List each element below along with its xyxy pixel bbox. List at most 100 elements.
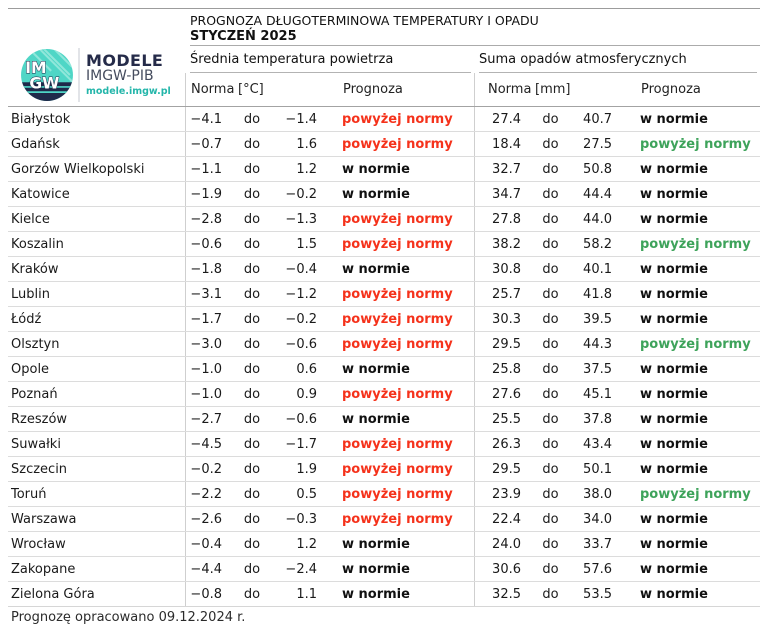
city-cell: Białystok — [11, 111, 71, 127]
precip-norma-high-cell: 34.0 — [583, 511, 612, 527]
temp-norma-high-cell: −0.2 — [285, 311, 317, 327]
precip-range-sep: do — [542, 361, 559, 377]
logo-url-link[interactable]: modele.imgw.pl — [86, 86, 171, 97]
temp-range-sep: do — [243, 386, 261, 402]
precip-forecast-cell: w normie — [640, 186, 708, 202]
precip-range-sep: do — [542, 486, 559, 502]
precip-forecast-cell: w normie — [640, 411, 708, 427]
temp-norma-high-cell: −1.2 — [285, 286, 317, 302]
precip-range-sep: do — [542, 236, 559, 252]
logo-monogram-im: IM — [25, 59, 46, 77]
temp-norma-low-cell: −2.8 — [185, 207, 225, 231]
table-row: Lublin −3.1 do −1.2 powyżej normy 25.7 do 41.8 w… — [8, 281, 760, 306]
temp-norma-high-cell: −0.3 — [285, 511, 317, 527]
precip-forecast-cell: w normie — [640, 386, 708, 402]
precip-forecast-cell: powyżej normy — [640, 136, 751, 152]
city-cell: Lublin — [11, 286, 50, 302]
table-row: Białystok −4.1 do −1.4 powyżej normy 27.4 do 40… — [8, 107, 760, 131]
city-cell: Wrocław — [11, 536, 66, 552]
table-row: Opole −1.0 do 0.6 w normie 25.8 do 37.5 w normie — [8, 356, 760, 381]
precip-norma-high-cell: 37.8 — [583, 411, 612, 427]
table-row: Kraków −1.8 do −0.4 w normie 30.8 do 40.1 w norm… — [8, 256, 760, 281]
temp-norma-header: Norma — [191, 82, 235, 97]
precip-prognoza-header: Prognoza — [641, 82, 701, 97]
city-cell: Kraków — [11, 261, 59, 277]
temp-range-sep: do — [243, 111, 261, 127]
temp-norma-low-cell: −1.7 — [185, 307, 225, 331]
temp-norma-high-cell: 0.5 — [296, 486, 317, 502]
city-cell: Toruń — [11, 486, 47, 502]
table-row: Wrocław −0.4 do 1.2 w normie 24.0 do 33.7 w norm… — [8, 531, 760, 556]
precip-norma-high-cell: 44.4 — [583, 186, 612, 202]
precip-forecast-cell: w normie — [640, 561, 708, 577]
precip-norma-low-cell: 29.5 — [474, 332, 524, 356]
column-header-row: Norma [°C] Prognoza Norma [mm] Prognoza — [8, 73, 760, 106]
temp-norma-low-cell: −4.5 — [185, 432, 225, 456]
precip-norma-high-cell: 33.7 — [583, 536, 612, 552]
precip-norma-high-cell: 43.4 — [583, 436, 612, 452]
precip-forecast-cell: w normie — [640, 461, 708, 477]
temp-range-sep: do — [243, 136, 261, 152]
precip-norma-header: Norma — [488, 82, 532, 97]
forecast-table: PROGNOZA DŁUGOTERMINOWA TEMPERATURY I OP… — [8, 8, 760, 624]
city-cell: Szczecin — [11, 461, 68, 477]
temp-range-sep: do — [243, 311, 261, 327]
table-body: Białystok −4.1 do −1.4 powyżej normy 27.4 do 40… — [8, 106, 760, 606]
precip-range-sep: do — [542, 311, 559, 327]
table-row: Łódź −1.7 do −0.2 powyżej normy 30.3 do 39.5 w n… — [8, 306, 760, 331]
precip-norma-low-cell: 25.8 — [474, 357, 524, 381]
temp-forecast-cell: powyżej normy — [342, 136, 453, 152]
temp-norma-low-cell: −1.8 — [185, 257, 225, 281]
imgw-logo: IM GW MODELE IMGW-PIB modele.imgw.pl — [8, 9, 185, 106]
temp-range-sep: do — [243, 211, 261, 227]
city-cell: Olsztyn — [11, 336, 60, 352]
precip-norma-high-cell: 44.0 — [583, 211, 612, 227]
temp-norma-low-cell: −4.1 — [185, 107, 225, 131]
city-cell: Kielce — [11, 211, 50, 227]
temp-range-sep: do — [243, 361, 261, 377]
precip-forecast-cell: w normie — [640, 161, 708, 177]
precip-range-sep: do — [542, 386, 559, 402]
precip-forecast-cell: w normie — [640, 536, 708, 552]
precip-norma-high-cell: 50.8 — [583, 161, 612, 177]
logo-monogram-gw: GW — [29, 75, 59, 93]
temp-norma-low-cell: −2.6 — [185, 507, 225, 531]
temp-norma-low-cell: −0.6 — [185, 232, 225, 256]
precip-range-sep: do — [542, 461, 559, 477]
temp-forecast-cell: powyżej normy — [342, 511, 453, 527]
temp-range-sep: do — [243, 486, 261, 502]
temp-range-sep: do — [243, 236, 261, 252]
table-row: Katowice −1.9 do −0.2 w normie 34.7 do 44.4 w no… — [8, 181, 760, 206]
city-cell: Opole — [11, 361, 50, 377]
temp-norma-high-cell: −0.2 — [285, 186, 317, 202]
precip-forecast-cell: w normie — [640, 111, 708, 127]
temp-range-sep: do — [243, 336, 261, 352]
temp-norma-low-cell: −0.8 — [185, 582, 225, 606]
temp-norma-high-cell: −2.4 — [285, 561, 317, 577]
precip-norma-low-cell: 22.4 — [474, 507, 524, 531]
city-cell: Łódź — [11, 311, 42, 327]
precip-norma-low-cell: 30.6 — [474, 557, 524, 581]
precip-range-sep: do — [542, 186, 559, 202]
temp-prognoza-header: Prognoza — [343, 82, 403, 97]
temp-norma-low-cell: −0.7 — [185, 132, 225, 156]
precip-norma-high-cell: 57.6 — [583, 561, 612, 577]
logo-divider — [78, 48, 80, 102]
temp-forecast-cell: w normie — [342, 586, 410, 602]
temp-norma-high-cell: −1.7 — [285, 436, 317, 452]
precip-forecast-cell: w normie — [640, 286, 708, 302]
city-cell: Gdańsk — [11, 136, 60, 152]
temp-norma-high-cell: 0.9 — [296, 386, 317, 402]
temp-range-sep: do — [243, 261, 261, 277]
temp-range-sep: do — [243, 436, 261, 452]
city-cell: Zielona Góra — [11, 586, 95, 602]
temperature-group-header: Średnia temperatura powietrza — [185, 46, 474, 73]
table-row: Poznań −1.0 do 0.9 powyżej normy 27.6 do 45.1 w … — [8, 381, 760, 406]
temp-range-sep: do — [243, 586, 261, 602]
temp-norma-high-cell: 1.6 — [296, 136, 317, 152]
temp-forecast-cell: w normie — [342, 536, 410, 552]
table-row: Suwałki −4.5 do −1.7 powyżej normy 26.3 do 43.4… — [8, 431, 760, 456]
temp-range-sep: do — [243, 461, 261, 477]
precip-range-sep: do — [542, 136, 559, 152]
